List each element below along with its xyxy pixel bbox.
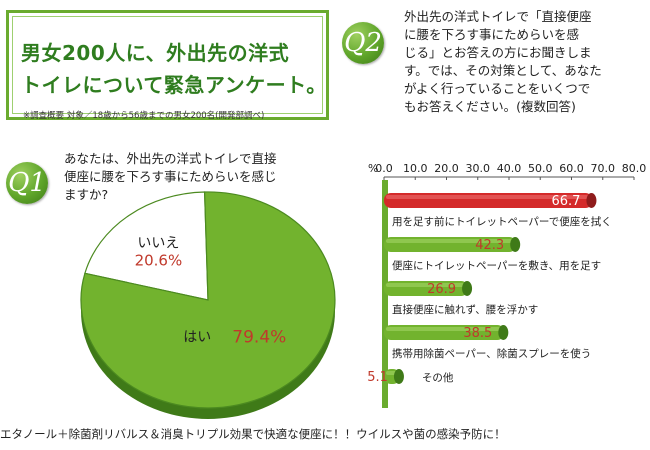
bar-value-label: 66.7 xyxy=(551,194,580,209)
bar-tick-label: 80.0 xyxy=(622,162,647,175)
bar-value-label: 42.3 xyxy=(475,238,504,253)
bar-tick-label: 10.0 xyxy=(403,162,428,175)
bar-group xyxy=(384,281,473,296)
q2-question-line: じる」とお答えの方にお聞きしま xyxy=(404,45,592,60)
q2-question-line: す。では、その対策として、あなた xyxy=(404,63,602,78)
bar-highlight xyxy=(386,327,501,331)
bar-value-label: 38.5 xyxy=(463,326,492,341)
bar-tick-label: 0.0 xyxy=(375,162,393,175)
bar-axis-unit: % xyxy=(368,162,378,175)
pie-label-no: いいえ xyxy=(137,236,179,252)
bar-end-cap xyxy=(510,237,521,252)
bar-highlight xyxy=(386,195,589,199)
q2-question-line: もお答えください。(複数回答) xyxy=(404,99,576,114)
q2-question-line: がよく行っていることをいくつで xyxy=(404,81,591,96)
q1-question: あなたは、外出先の洋式トイレで直接 便座に腰を下ろす事にためらいを感じ ますか? xyxy=(64,150,334,204)
bar-category-label: 携帯用除菌ペーパー、除菌スプレーを使う xyxy=(392,347,591,360)
bar-category-label: 直接便座に触れず、腰を浮かす xyxy=(392,303,538,316)
pie-slice-yes xyxy=(80,191,336,409)
title-line-2: トイレについて緊急アンケート。 xyxy=(21,73,327,97)
bar-highlight xyxy=(386,371,396,375)
bar-highlight xyxy=(386,283,465,287)
bar-end-cap xyxy=(586,193,597,208)
bar-group xyxy=(384,193,597,208)
title-line-1: 男女200人に、外出先の洋式 xyxy=(21,41,290,65)
bar-tick-label: 30.0 xyxy=(466,162,491,175)
pie-slice-no xyxy=(84,191,209,301)
q2-badge: Q2 xyxy=(342,22,384,64)
bar-category-label: 便座にトイレットペーパーを敷き、用を足す xyxy=(392,259,601,272)
bar-highlight xyxy=(386,239,513,243)
q1-badge: Q1 xyxy=(6,162,48,204)
pie-label-yes: はい xyxy=(183,329,211,345)
survey-note: ※調査概要 対象／18歳から56歳までの男女200名(開発部調べ) xyxy=(23,111,265,121)
bar-tick-label: 60.0 xyxy=(559,162,584,175)
bar-tick-label: 40.0 xyxy=(497,162,522,175)
bar-end-cap xyxy=(393,369,404,384)
q2-question-line: に腰を下ろす事にためらいを感 xyxy=(404,27,580,42)
bar-end-cap xyxy=(462,281,473,296)
bar-group xyxy=(384,369,404,384)
bar-category-label: 用を足す前にトイレットペーパーで便座を拭く xyxy=(392,215,612,228)
title-inner-border xyxy=(12,16,323,114)
pie-value-no: 20.6% xyxy=(135,252,183,270)
q1-question-line: 便座に腰を下ろす事にためらいを感じ xyxy=(64,169,277,184)
bar-end-cap xyxy=(498,325,509,340)
footer-text: エタノール＋除菌剤リバルス＆消臭トリプル効果で快適な便座に！！ウイルスや菌の感染… xyxy=(0,427,506,441)
bar-chart: %0.0 10.0 20.0 30.0 40.0 50.0 60.0 70.0 80.0 66.7… xyxy=(367,162,647,408)
bar-tick-label: 50.0 xyxy=(528,162,553,175)
bar-left-axis xyxy=(382,180,388,408)
title-box: 男女200人に、外出先の洋式 トイレについて緊急アンケート。 ※調査概要 対象／… xyxy=(6,10,329,121)
q2-question: 外出先の洋式トイレで「直接便座 に腰を下ろす事にためらいを感 じる」とお答えの方… xyxy=(404,8,640,116)
bar-tick-label: 20.0 xyxy=(434,162,459,175)
bar-value-label: 26.9 xyxy=(427,282,456,297)
q1-question-line: あなたは、外出先の洋式トイレで直接 xyxy=(64,151,277,166)
q1-question-line: ますか? xyxy=(64,187,109,202)
bar-tick-label: 70.0 xyxy=(591,162,616,175)
bar-category-label: その他 xyxy=(422,371,454,384)
bar-group xyxy=(384,325,509,340)
q2-question-line: 外出先の洋式トイレで「直接便座 xyxy=(404,9,592,24)
pie-value-yes: 79.4% xyxy=(232,327,286,347)
bar-value-label: 5.1 xyxy=(367,370,388,385)
bar-group xyxy=(384,237,521,252)
